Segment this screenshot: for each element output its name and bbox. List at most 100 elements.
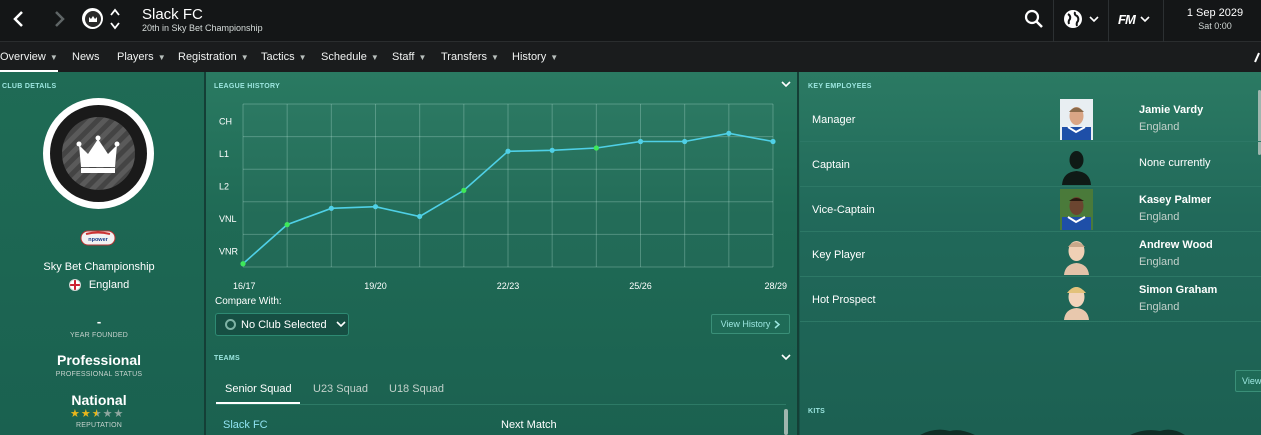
star-full-icon: ★ [80, 408, 91, 420]
employee-role: Captain [812, 158, 850, 171]
season-data-point [593, 145, 599, 151]
tab-label: Players [117, 51, 154, 63]
tab-u18-squad[interactable]: U18 Squad [389, 383, 445, 395]
right-panel-scrollbar[interactable] [1258, 90, 1261, 155]
chevron-down-icon: ▼ [418, 52, 427, 62]
x-axis-label: 16/17 [233, 281, 256, 291]
club-crest-icon[interactable] [43, 98, 154, 209]
league-history-panel [206, 72, 797, 435]
season-data-point [417, 213, 423, 220]
club-navigation-bar: Overview ▼ News Players ▼ Registration ▼ Ta… [0, 42, 1261, 72]
view-history-button[interactable]: View History [711, 314, 790, 334]
chevron-down-icon [1089, 15, 1099, 22]
club-country[interactable]: England [0, 279, 198, 291]
collapse-chevron-icon[interactable] [781, 353, 791, 363]
chevron-down-icon: ▼ [370, 52, 379, 62]
season-data-point [461, 187, 467, 193]
silhouette-icon [1062, 151, 1091, 185]
teams-scrollbar[interactable] [784, 409, 788, 435]
employee-row-key-player[interactable]: Key Player Andrew Wood England [800, 232, 1261, 277]
reputation-label: REPUTATION [75, 422, 123, 429]
tab-tactics[interactable]: Tactics ▼ [261, 42, 307, 72]
tab-u23-squad[interactable]: U23 Squad [313, 383, 369, 395]
employee-role: Manager [812, 113, 856, 126]
tab-registration[interactable]: Registration ▼ [178, 42, 249, 72]
compare-with-label: Compare With: [215, 296, 282, 307]
tab-history[interactable]: History ▼ [512, 42, 558, 72]
x-axis-label: 25/26 [629, 281, 652, 291]
tab-schedule[interactable]: Schedule ▼ [321, 42, 379, 72]
star-empty-icon: ★ [113, 408, 124, 420]
world-menu-button[interactable] [1063, 6, 1099, 32]
tab-label: Schedule [321, 51, 367, 63]
team-club-link[interactable]: Slack FC [223, 419, 268, 431]
chevron-right-icon [774, 319, 781, 329]
x-axis-label: 28/29 [764, 281, 787, 291]
compare-club-dropdown[interactable]: No Club Selected [215, 313, 349, 336]
employee-nationality: England [1139, 121, 1180, 133]
employee-nationality: England [1139, 211, 1180, 223]
collapse-chevron-icon[interactable] [781, 80, 791, 90]
manager-photo[interactable] [1060, 99, 1093, 140]
y-axis-label: L2 [219, 182, 229, 192]
edit-pin-icon[interactable] [1253, 51, 1261, 63]
kits-title: KITS [808, 408, 826, 415]
employee-row-hot-prospect[interactable]: Hot Prospect Simon Graham England [800, 277, 1261, 322]
tab-overview[interactable]: Overview ▼ [0, 42, 58, 72]
current-date[interactable]: 1 Sep 2029 [1186, 7, 1244, 19]
star-full-icon: ★ [70, 408, 80, 420]
employee-row-captain[interactable]: Captain None currently [800, 142, 1261, 187]
tab-label: Transfers [441, 51, 488, 63]
employee-row-manager[interactable]: Manager Jamie Vardy England [800, 97, 1261, 142]
england-flag-icon [68, 279, 81, 291]
employee-row-vice-captain[interactable]: Vice-Captain Kasey Palmer England [800, 187, 1261, 232]
view-employees-button[interactable]: View [1235, 370, 1261, 392]
tab-transfers[interactable]: Transfers ▼ [441, 42, 499, 72]
employee-name[interactable]: Jamie Vardy [1139, 104, 1204, 116]
y-axis-label: VNL [219, 214, 237, 224]
competition-name[interactable]: Sky Bet Championship [43, 261, 155, 273]
year-founded-value: - [96, 314, 102, 329]
tab-label: Staff [392, 51, 415, 63]
x-axis-label: 19/20 [364, 281, 387, 291]
top-bar: Slack FC 20th in Sky Bet Championship FM… [0, 0, 1261, 42]
tab-staff[interactable]: Staff ▼ [392, 42, 426, 72]
tab-senior-squad[interactable]: Senior Squad [225, 383, 292, 395]
tab-players[interactable]: Players ▼ [117, 42, 166, 72]
club-details-title: CLUB DETAILS [2, 83, 57, 90]
teams-title: TEAMS [214, 355, 240, 362]
star-empty-icon: ★ [102, 408, 113, 420]
employee-nationality: England [1139, 301, 1180, 313]
employee-name[interactable]: Kasey Palmer [1139, 194, 1212, 206]
tab-news[interactable]: News [72, 42, 100, 72]
club-crest-small-icon[interactable] [82, 8, 103, 29]
view-history-label: View History [720, 319, 771, 329]
compare-club-value: No Club Selected [241, 318, 327, 331]
professional-status-value: Professional [56, 352, 142, 368]
season-data-point [726, 130, 732, 136]
y-axis-label: VNR [219, 247, 239, 257]
year-founded-label: YEAR FOUNDED [69, 332, 129, 339]
fm-logo: FM [1118, 11, 1136, 27]
key-player-photo[interactable] [1060, 234, 1093, 275]
back-arrow-icon[interactable] [6, 7, 30, 31]
season-data-point [770, 138, 776, 145]
fm-menu-button[interactable]: FM [1118, 6, 1150, 32]
league-history-chart[interactable]: VNR VNL L2 L1 CH 16/17 19/20 22/23 25/26 28/29 [206, 72, 797, 297]
competition-logo-icon[interactable]: npower [80, 229, 116, 247]
chevron-down-icon: ▼ [491, 52, 499, 62]
employee-name[interactable]: Simon Graham [1139, 284, 1218, 296]
club-switch-updown-icon[interactable] [108, 6, 122, 32]
employee-name[interactable]: Andrew Wood [1139, 239, 1213, 251]
vice-captain-photo[interactable] [1060, 189, 1093, 230]
forward-arrow-icon[interactable] [48, 7, 72, 31]
chevron-down-icon [336, 321, 346, 328]
hot-prospect-photo[interactable] [1060, 279, 1093, 320]
reputation-value: National [71, 392, 127, 408]
tab-label: Registration [178, 51, 237, 63]
search-icon[interactable] [1024, 6, 1044, 32]
y-axis-label: L1 [219, 149, 229, 159]
chevron-down-icon: ▼ [240, 52, 249, 62]
league-history-title: LEAGUE HISTORY [214, 83, 281, 90]
chevron-down-icon: ▼ [550, 52, 559, 62]
